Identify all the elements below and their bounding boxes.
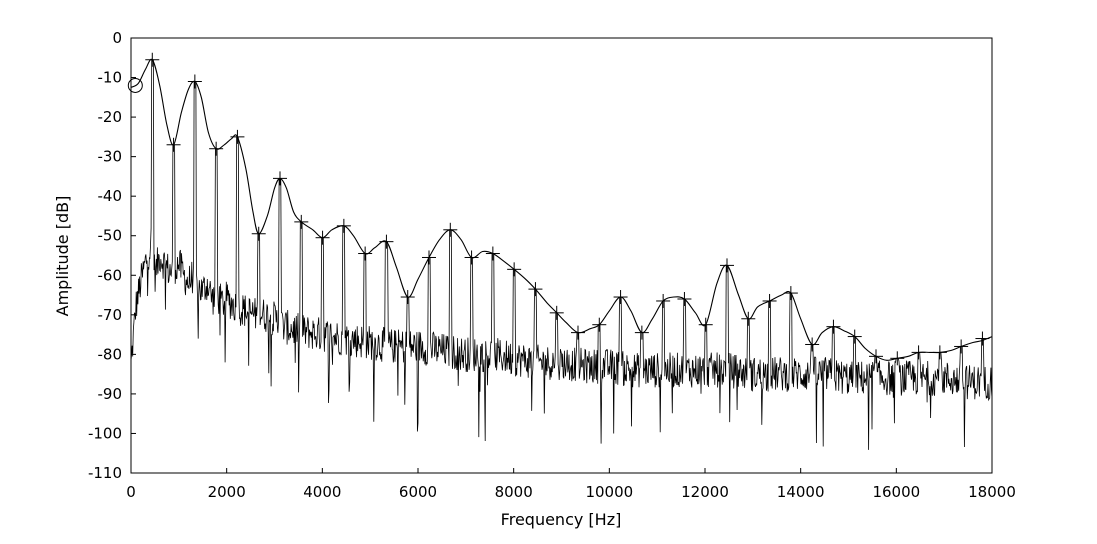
x-tick-label: 2000 [208, 483, 246, 501]
x-tick-label: 6000 [399, 483, 437, 501]
x-tick-label: 0 [126, 483, 136, 501]
peak-marker [507, 262, 522, 277]
x-tick-label: 16000 [872, 483, 920, 501]
x-tick-label: 14000 [777, 483, 825, 501]
y-tick-label: -40 [98, 187, 123, 205]
peak-marker [549, 305, 564, 320]
peaks-layer [145, 52, 990, 366]
peak-marker [932, 345, 947, 360]
peak-marker [634, 325, 649, 340]
peak-marker [336, 218, 351, 233]
circle-marker [127, 77, 143, 93]
peak-marker [251, 226, 266, 241]
plot-area [130, 37, 993, 474]
peak-marker [443, 222, 458, 237]
peak-marker [869, 349, 884, 364]
peak-marker [209, 141, 224, 156]
peak-marker [485, 246, 500, 261]
peak-marker [741, 311, 756, 326]
y-axis: 0 -10 -20 -30 -40 -50 -60 -70 -80 -90 -100 -110 [88, 29, 136, 482]
peak-marker [571, 325, 586, 340]
y-tick-label: 0 [112, 29, 122, 47]
annotation-layer [127, 77, 143, 93]
y-tick-label: -70 [98, 306, 123, 324]
x-tick-label: 12000 [681, 483, 729, 501]
peak-marker [720, 258, 735, 273]
peak-marker [847, 329, 862, 344]
peak-marker [145, 52, 160, 67]
spectrum-floor-layer [130, 59, 993, 450]
x-tick-label: 18000 [968, 483, 1016, 501]
peak-marker [954, 339, 969, 354]
x-tick-label: 10000 [585, 483, 633, 501]
peak-marker [294, 214, 309, 229]
peak-marker [464, 250, 479, 265]
y-tick-label: -110 [88, 464, 122, 482]
y-tick-label: -50 [98, 227, 123, 245]
peak-marker [315, 230, 330, 245]
spectrum-line [130, 59, 993, 450]
peak-marker [358, 246, 373, 261]
peak-marker [379, 234, 394, 249]
peak-marker [826, 319, 841, 334]
y-tick-label: -60 [98, 266, 123, 284]
peak-marker [166, 137, 181, 152]
peak-marker [592, 317, 607, 332]
peak-marker [528, 282, 543, 297]
peak-marker [762, 293, 777, 308]
y-tick-label: -10 [98, 69, 123, 87]
y-tick-label: -30 [98, 148, 123, 166]
peak-marker [698, 317, 713, 332]
peak-marker [975, 331, 990, 346]
peak-marker [273, 171, 288, 186]
x-axis: 0 2000 4000 6000 8000 10000 12000 14000 16000 180… [126, 468, 1016, 501]
x-axis-label: Frequency [Hz] [501, 510, 622, 529]
peak-marker [187, 74, 202, 89]
peak-marker [677, 292, 692, 306]
x-tick-label: 8000 [495, 483, 533, 501]
peak-marker [613, 290, 628, 305]
y-tick-label: -90 [98, 385, 123, 403]
y-tick-label: -20 [98, 108, 123, 126]
x-tick-label: 4000 [303, 483, 341, 501]
y-tick-label: -100 [88, 424, 122, 442]
peak-marker [783, 286, 798, 301]
y-tick-label: -80 [98, 345, 123, 363]
peak-marker [805, 337, 820, 352]
peak-marker [656, 293, 671, 308]
peak-marker [230, 129, 245, 144]
peak-marker [400, 290, 415, 305]
peak-marker [422, 250, 437, 265]
y-axis-label: Amplitude [dB] [53, 196, 72, 317]
peak-marker [911, 345, 926, 360]
peak-marker [890, 351, 905, 366]
